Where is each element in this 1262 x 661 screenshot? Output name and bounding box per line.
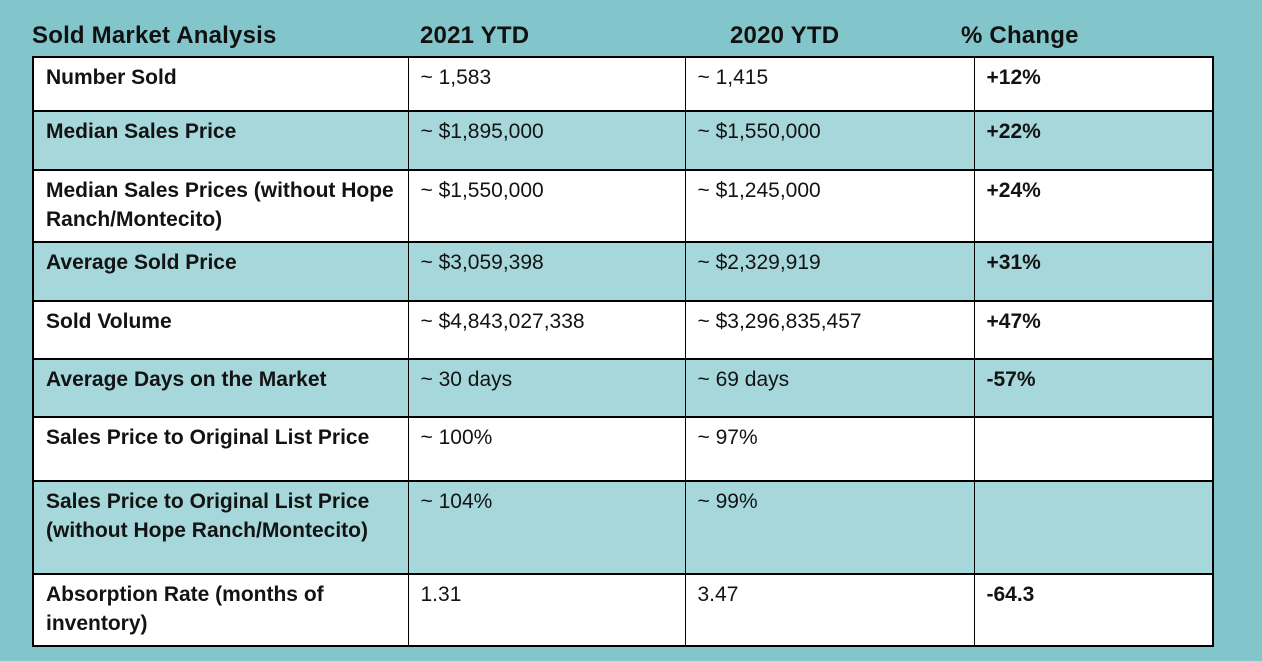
- table-row: Absorption Rate (months of inventory) 1.…: [32, 572, 1214, 647]
- value-2021-ytd: 1.31: [407, 572, 686, 647]
- value-2021-ytd: ~ $1,895,000: [407, 110, 686, 171]
- value-2021-ytd: ~ 1,583: [407, 56, 686, 112]
- value-2020-ytd: ~ 69 days: [684, 357, 975, 418]
- value-2021-ytd: ~ 100%: [407, 415, 686, 482]
- column-header-2021-ytd: 2021 YTD: [420, 22, 530, 49]
- value-2020-ytd: ~ $2,329,919: [684, 240, 975, 302]
- table-title: Sold Market Analysis: [32, 22, 277, 49]
- pct-change-value: -57%: [973, 357, 1214, 418]
- table-row: Average Days on the Market ~ 30 days ~ 6…: [32, 357, 1214, 418]
- pct-change-value: +31%: [973, 240, 1214, 302]
- value-2020-ytd: ~ $1,245,000: [684, 169, 975, 243]
- value-2020-ytd: 3.47: [684, 572, 975, 647]
- pct-change-value: +24%: [973, 169, 1214, 243]
- value-2021-ytd: ~ 104%: [407, 479, 686, 575]
- metric-label: Sold Volume: [32, 299, 409, 360]
- value-2021-ytd: ~ $3,059,398: [407, 240, 686, 302]
- table-row: Sales Price to Original List Price (with…: [32, 479, 1214, 575]
- metric-label: Number Sold: [32, 56, 409, 112]
- metric-label: Average Days on the Market: [32, 357, 409, 418]
- pct-change-value: [973, 415, 1214, 482]
- table-row: Sold Volume ~ $4,843,027,338 ~ $3,296,83…: [32, 299, 1214, 360]
- value-2020-ytd: ~ $1,550,000: [684, 110, 975, 171]
- table-row: Number Sold ~ 1,583 ~ 1,415 +12%: [32, 56, 1214, 112]
- pct-change-value: -64.3: [973, 572, 1214, 647]
- pct-change-value: [973, 479, 1214, 575]
- metric-label: Average Sold Price: [32, 240, 409, 302]
- table-row: Median Sales Prices (without Hope Ranch/…: [32, 169, 1214, 243]
- value-2021-ytd: ~ 30 days: [407, 357, 686, 418]
- value-2020-ytd: ~ 99%: [684, 479, 975, 575]
- pct-change-value: +47%: [973, 299, 1214, 360]
- value-2020-ytd: ~ $3,296,835,457: [684, 299, 975, 360]
- metric-label: Absorption Rate (months of inventory): [32, 572, 409, 647]
- metric-label: Sales Price to Original List Price: [32, 415, 409, 482]
- table-row: Sales Price to Original List Price ~ 100…: [32, 415, 1214, 482]
- table-row: Average Sold Price ~ $3,059,398 ~ $2,329…: [32, 240, 1214, 302]
- column-header-2020-ytd: 2020 YTD: [730, 22, 840, 49]
- table-row: Median Sales Price ~ $1,895,000 ~ $1,550…: [32, 110, 1214, 171]
- table-header-row: Sold Market Analysis 2021 YTD 2020 YTD %…: [32, 22, 1212, 56]
- value-2020-ytd: ~ 1,415: [684, 56, 975, 112]
- pct-change-value: +12%: [973, 56, 1214, 112]
- market-analysis-table: Number Sold ~ 1,583 ~ 1,415 +12% Median …: [32, 56, 1214, 647]
- value-2021-ytd: ~ $1,550,000: [407, 169, 686, 243]
- metric-label: Sales Price to Original List Price (with…: [32, 479, 409, 575]
- metric-label: Median Sales Prices (without Hope Ranch/…: [32, 169, 409, 243]
- value-2021-ytd: ~ $4,843,027,338: [407, 299, 686, 360]
- column-header-pct-change: % Change: [961, 22, 1079, 49]
- metric-label: Median Sales Price: [32, 110, 409, 171]
- value-2020-ytd: ~ 97%: [684, 415, 975, 482]
- pct-change-value: +22%: [973, 110, 1214, 171]
